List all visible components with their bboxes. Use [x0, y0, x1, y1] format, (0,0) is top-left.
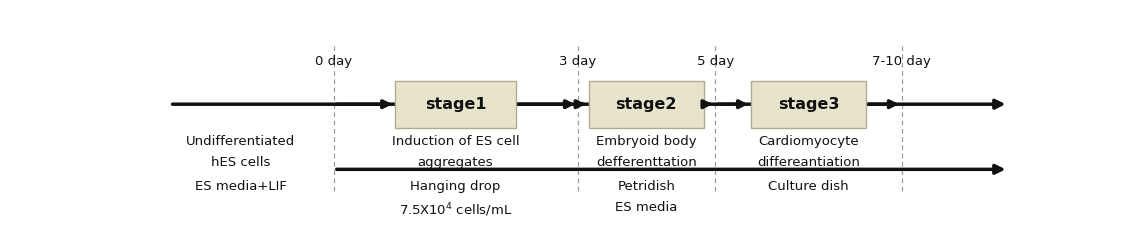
Text: stage1: stage1	[425, 97, 487, 112]
Text: Culture dish: Culture dish	[768, 180, 848, 193]
Text: hES cells: hES cells	[211, 156, 270, 169]
Text: Undifferentiated: Undifferentiated	[187, 135, 295, 148]
Text: ES media: ES media	[615, 201, 678, 214]
Text: differeantiation: differeantiation	[757, 156, 860, 169]
Text: 7-10 day: 7-10 day	[872, 55, 931, 68]
Text: ES media+LIF: ES media+LIF	[195, 180, 286, 193]
Text: 3 day: 3 day	[559, 55, 597, 68]
Text: Induction of ES cell: Induction of ES cell	[392, 135, 520, 148]
FancyBboxPatch shape	[589, 81, 704, 128]
Text: Embryoid body: Embryoid body	[595, 135, 696, 148]
Text: stage2: stage2	[616, 97, 677, 112]
FancyBboxPatch shape	[751, 81, 867, 128]
Text: stage3: stage3	[777, 97, 839, 112]
Text: 7.5X$10^4$ cells/mL: 7.5X$10^4$ cells/mL	[398, 201, 512, 219]
Text: Cardiomyocyte: Cardiomyocyte	[758, 135, 859, 148]
Text: 5 day: 5 day	[697, 55, 734, 68]
Text: 0 day: 0 day	[315, 55, 353, 68]
Text: Petridish: Petridish	[617, 180, 676, 193]
FancyBboxPatch shape	[395, 81, 515, 128]
Text: Hanging drop: Hanging drop	[410, 180, 500, 193]
Text: defferenttation: defferenttation	[595, 156, 696, 169]
Text: aggregates: aggregates	[418, 156, 493, 169]
